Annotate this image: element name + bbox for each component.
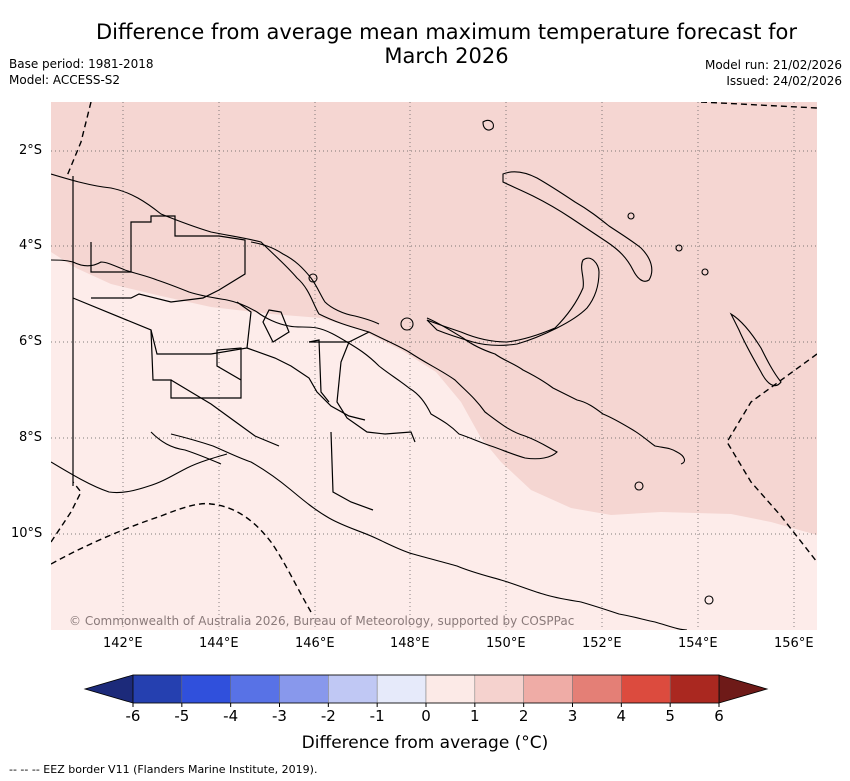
colorbar-tick-label: -5 xyxy=(174,707,189,725)
colorbar-box xyxy=(376,674,427,704)
lat-label-8s: 8°S xyxy=(19,430,43,445)
colorbar-tick-label: 0 xyxy=(421,707,431,725)
colorbar-box xyxy=(669,674,720,704)
colorbar-tick-label: -2 xyxy=(321,707,336,725)
colorbar-tick-label: -1 xyxy=(370,707,385,725)
new-britain xyxy=(426,257,600,346)
colorbar-box xyxy=(230,674,280,704)
colorbar-boxes xyxy=(132,674,720,704)
lon-label-142e: 142°E xyxy=(103,636,143,651)
south-coast xyxy=(170,433,688,630)
colorbar-tick-label: 3 xyxy=(568,707,578,725)
colorbar-tick-label: 6 xyxy=(714,707,724,725)
title-line-1: Difference from average mean maximum tem… xyxy=(96,20,797,44)
meta-left: Base period: 1981-2018 Model: ACCESS-S2 xyxy=(9,56,154,88)
province-borders xyxy=(72,176,416,511)
colorbar-tick-label: 5 xyxy=(665,707,675,725)
lat-label-6s: 6°S xyxy=(19,334,43,349)
eez-borders xyxy=(51,102,817,613)
coastlines xyxy=(51,119,782,630)
colorbar-box xyxy=(474,674,524,704)
eez-footer-note: -- -- -- EEZ border V11 (Flanders Marine… xyxy=(9,763,318,776)
colorbar-box xyxy=(279,674,329,704)
copyright-credit: © Commonwealth of Australia 2026, Bureau… xyxy=(69,614,575,628)
colorbar-over-triangle xyxy=(718,674,769,704)
colorbar-tick-label: -6 xyxy=(126,707,141,725)
model-name: Model: ACCESS-S2 xyxy=(9,73,121,87)
colorbar-box xyxy=(523,674,573,704)
colorbar-under-triangle xyxy=(83,674,134,704)
colorbar-box xyxy=(132,674,183,704)
lon-label-152e: 152°E xyxy=(582,636,622,651)
map-title: Difference from average mean maximum tem… xyxy=(0,20,850,68)
colorbar-box xyxy=(425,674,476,704)
colorbar-box xyxy=(572,674,622,704)
base-period: Base period: 1981-2018 xyxy=(9,57,154,71)
lon-label-148e: 148°E xyxy=(390,636,430,651)
lon-label-156e: 156°E xyxy=(774,636,814,651)
new-guinea-coast xyxy=(51,173,558,460)
lat-label-2s: 2°S xyxy=(19,143,43,158)
meta-right: Model run: 21/02/2026 Issued: 24/02/2026 xyxy=(705,57,842,89)
title-line-2: March 2026 xyxy=(384,44,509,68)
lon-label-154e: 154°E xyxy=(678,636,718,651)
lon-label-150e: 150°E xyxy=(486,636,526,651)
map-svg xyxy=(51,102,817,630)
colorbar-tick-label: 1 xyxy=(470,707,480,725)
model-run: Model run: 21/02/2026 xyxy=(704,58,842,72)
colorbar-tick-label: -3 xyxy=(272,707,287,725)
colorbar: -6 -5 -4 -3 -2 -1 0 1 2 3 4 5 6 xyxy=(83,674,769,725)
colorbar-box xyxy=(328,674,378,704)
lon-label-146e: 146°E xyxy=(295,636,335,651)
lat-label-4s: 4°S xyxy=(19,238,43,253)
bougainville xyxy=(729,312,782,387)
manus-island xyxy=(482,119,494,131)
issued-date: Issued: 24/02/2026 xyxy=(726,74,842,88)
map-panel xyxy=(51,102,817,630)
colorbar-tick-label: 2 xyxy=(519,707,529,725)
colorbar-tick-label: 4 xyxy=(617,707,627,725)
new-ireland xyxy=(502,171,653,282)
colorbar-label: Difference from average (°C) xyxy=(301,733,549,753)
colorbar-ticks: -6 -5 -4 -3 -2 -1 0 1 2 3 4 5 6 xyxy=(126,703,724,725)
graticule xyxy=(51,102,817,630)
colorbar-tick-label: -4 xyxy=(223,707,238,725)
lat-label-10s: 10°S xyxy=(11,526,43,541)
papuan-peninsula xyxy=(426,317,686,465)
colorbar-box xyxy=(621,674,671,704)
colorbar-box xyxy=(181,674,231,704)
torres-coast xyxy=(51,453,228,494)
lon-label-144e: 144°E xyxy=(199,636,239,651)
anomaly-zone-1-2 xyxy=(51,102,817,535)
island-north-coast xyxy=(250,241,380,325)
